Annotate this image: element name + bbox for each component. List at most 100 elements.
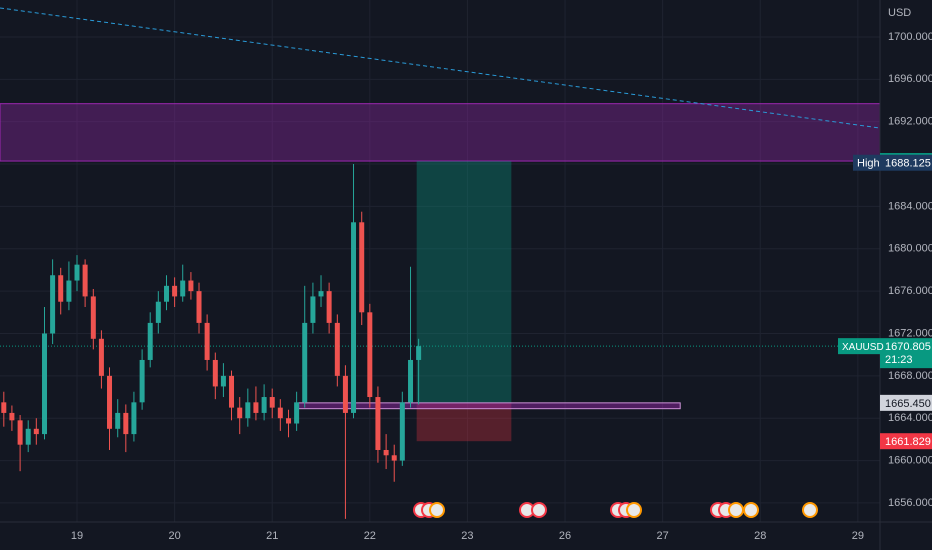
x-tick-label: 26: [559, 530, 571, 542]
candle-body: [164, 285, 170, 302]
x-tick-label: 23: [461, 530, 473, 542]
candle-body: [212, 359, 218, 387]
candle-body: [58, 275, 64, 302]
candle-body: [139, 359, 145, 403]
symbol-label-box: [838, 338, 880, 355]
candle-body: [318, 291, 324, 297]
candle-body: [123, 412, 129, 435]
event-icon[interactable]: [743, 502, 759, 518]
x-tick-label: 29: [852, 530, 864, 542]
y-tick-label: 1668.000: [888, 370, 932, 382]
price-label: 1665.450: [885, 398, 931, 410]
candle-body: [334, 322, 340, 376]
axis-unit: USD: [888, 7, 911, 19]
candle-body: [42, 333, 48, 435]
grid: [0, 0, 880, 522]
candle-body: [147, 322, 153, 360]
target-area: [416, 161, 512, 403]
zone: [0, 103, 881, 162]
symbol-label: XAUUSD: [842, 342, 884, 353]
event-icon[interactable]: [429, 502, 445, 518]
candle-body: [408, 359, 414, 403]
candle-body: [416, 346, 422, 360]
candle-body: [286, 418, 292, 424]
candle-body: [367, 312, 373, 398]
y-tick-label: 1680.000: [888, 243, 932, 255]
price-label-box: [880, 394, 932, 411]
candle-body: [237, 407, 243, 419]
drawings: [0, 7, 881, 442]
candle-body: [399, 402, 405, 461]
candles: [1, 164, 422, 519]
y-tick-label: 1700.000: [888, 31, 932, 43]
y-tick-label: 1656.000: [888, 497, 932, 509]
x-tick-label: 28: [754, 530, 766, 542]
price-label-box: [880, 338, 932, 369]
price-label-name: High: [857, 158, 880, 170]
candle-body: [383, 449, 389, 456]
candle-body: [155, 301, 161, 323]
x-tick-label: 27: [657, 530, 669, 542]
candle-body: [391, 455, 397, 461]
candle-body: [253, 402, 259, 413]
candle-body: [204, 322, 210, 360]
y-tick-label: 1696.000: [888, 73, 932, 85]
event-icon[interactable]: [728, 502, 744, 518]
y-tick-label: 1672.000: [888, 327, 932, 339]
candle-body: [351, 222, 357, 413]
candle-body: [302, 322, 308, 403]
candle-body: [359, 222, 365, 313]
price-label: 1688.125: [885, 158, 931, 170]
candle-body: [196, 291, 202, 323]
candle-body: [17, 420, 23, 445]
candle-body: [180, 280, 186, 297]
candle-body: [74, 264, 80, 281]
candle-body: [220, 375, 226, 387]
y-tick-label: 1684.000: [888, 200, 932, 212]
candle-body: [33, 428, 39, 435]
y-tick-label: 1664.000: [888, 412, 932, 424]
price-label-box: [880, 433, 932, 450]
candle-body: [229, 375, 235, 408]
labels: 1656.000 1660.000 1664.000 1668.000 1672.000…: [71, 31, 932, 542]
price-label: 1661.829: [885, 436, 931, 448]
candle-body: [269, 397, 275, 408]
stop-area: [416, 402, 512, 442]
x-tick-label: 19: [71, 530, 83, 542]
x-tick-label: 21: [266, 530, 278, 542]
event-icon[interactable]: [802, 502, 818, 518]
price-label-box: [880, 154, 932, 171]
event-icon[interactable]: [626, 502, 642, 518]
candle-body: [172, 285, 178, 297]
y-tick-label: 1676.000: [888, 285, 932, 297]
candle-body: [98, 338, 104, 376]
candle-body: [90, 296, 96, 339]
candle-body: [82, 264, 88, 297]
candle-body: [294, 402, 300, 424]
candle-body: [25, 428, 31, 445]
candle-body: [342, 375, 348, 413]
candle-body: [375, 397, 381, 450]
y-tick-label: 1692.000: [888, 116, 932, 128]
candle-body: [50, 275, 56, 334]
candle-body: [107, 375, 113, 429]
candle-body: [188, 280, 194, 292]
x-tick-label: 20: [168, 530, 180, 542]
candle-body: [66, 280, 72, 302]
price-label: 1670.805: [885, 341, 931, 353]
candle-body: [9, 412, 15, 421]
candle-body: [326, 291, 332, 323]
candle-body: [277, 407, 283, 419]
events[interactable]: [413, 502, 818, 518]
candle-body: [115, 412, 121, 429]
x-tick-label: 22: [364, 530, 376, 542]
price-label-name-box: [853, 154, 880, 171]
candle-body: [261, 397, 267, 413]
candle-body: [310, 296, 316, 323]
y-tick-label: 1660.000: [888, 454, 932, 466]
event-icon[interactable]: [531, 502, 547, 518]
countdown: 21:23: [885, 354, 913, 366]
